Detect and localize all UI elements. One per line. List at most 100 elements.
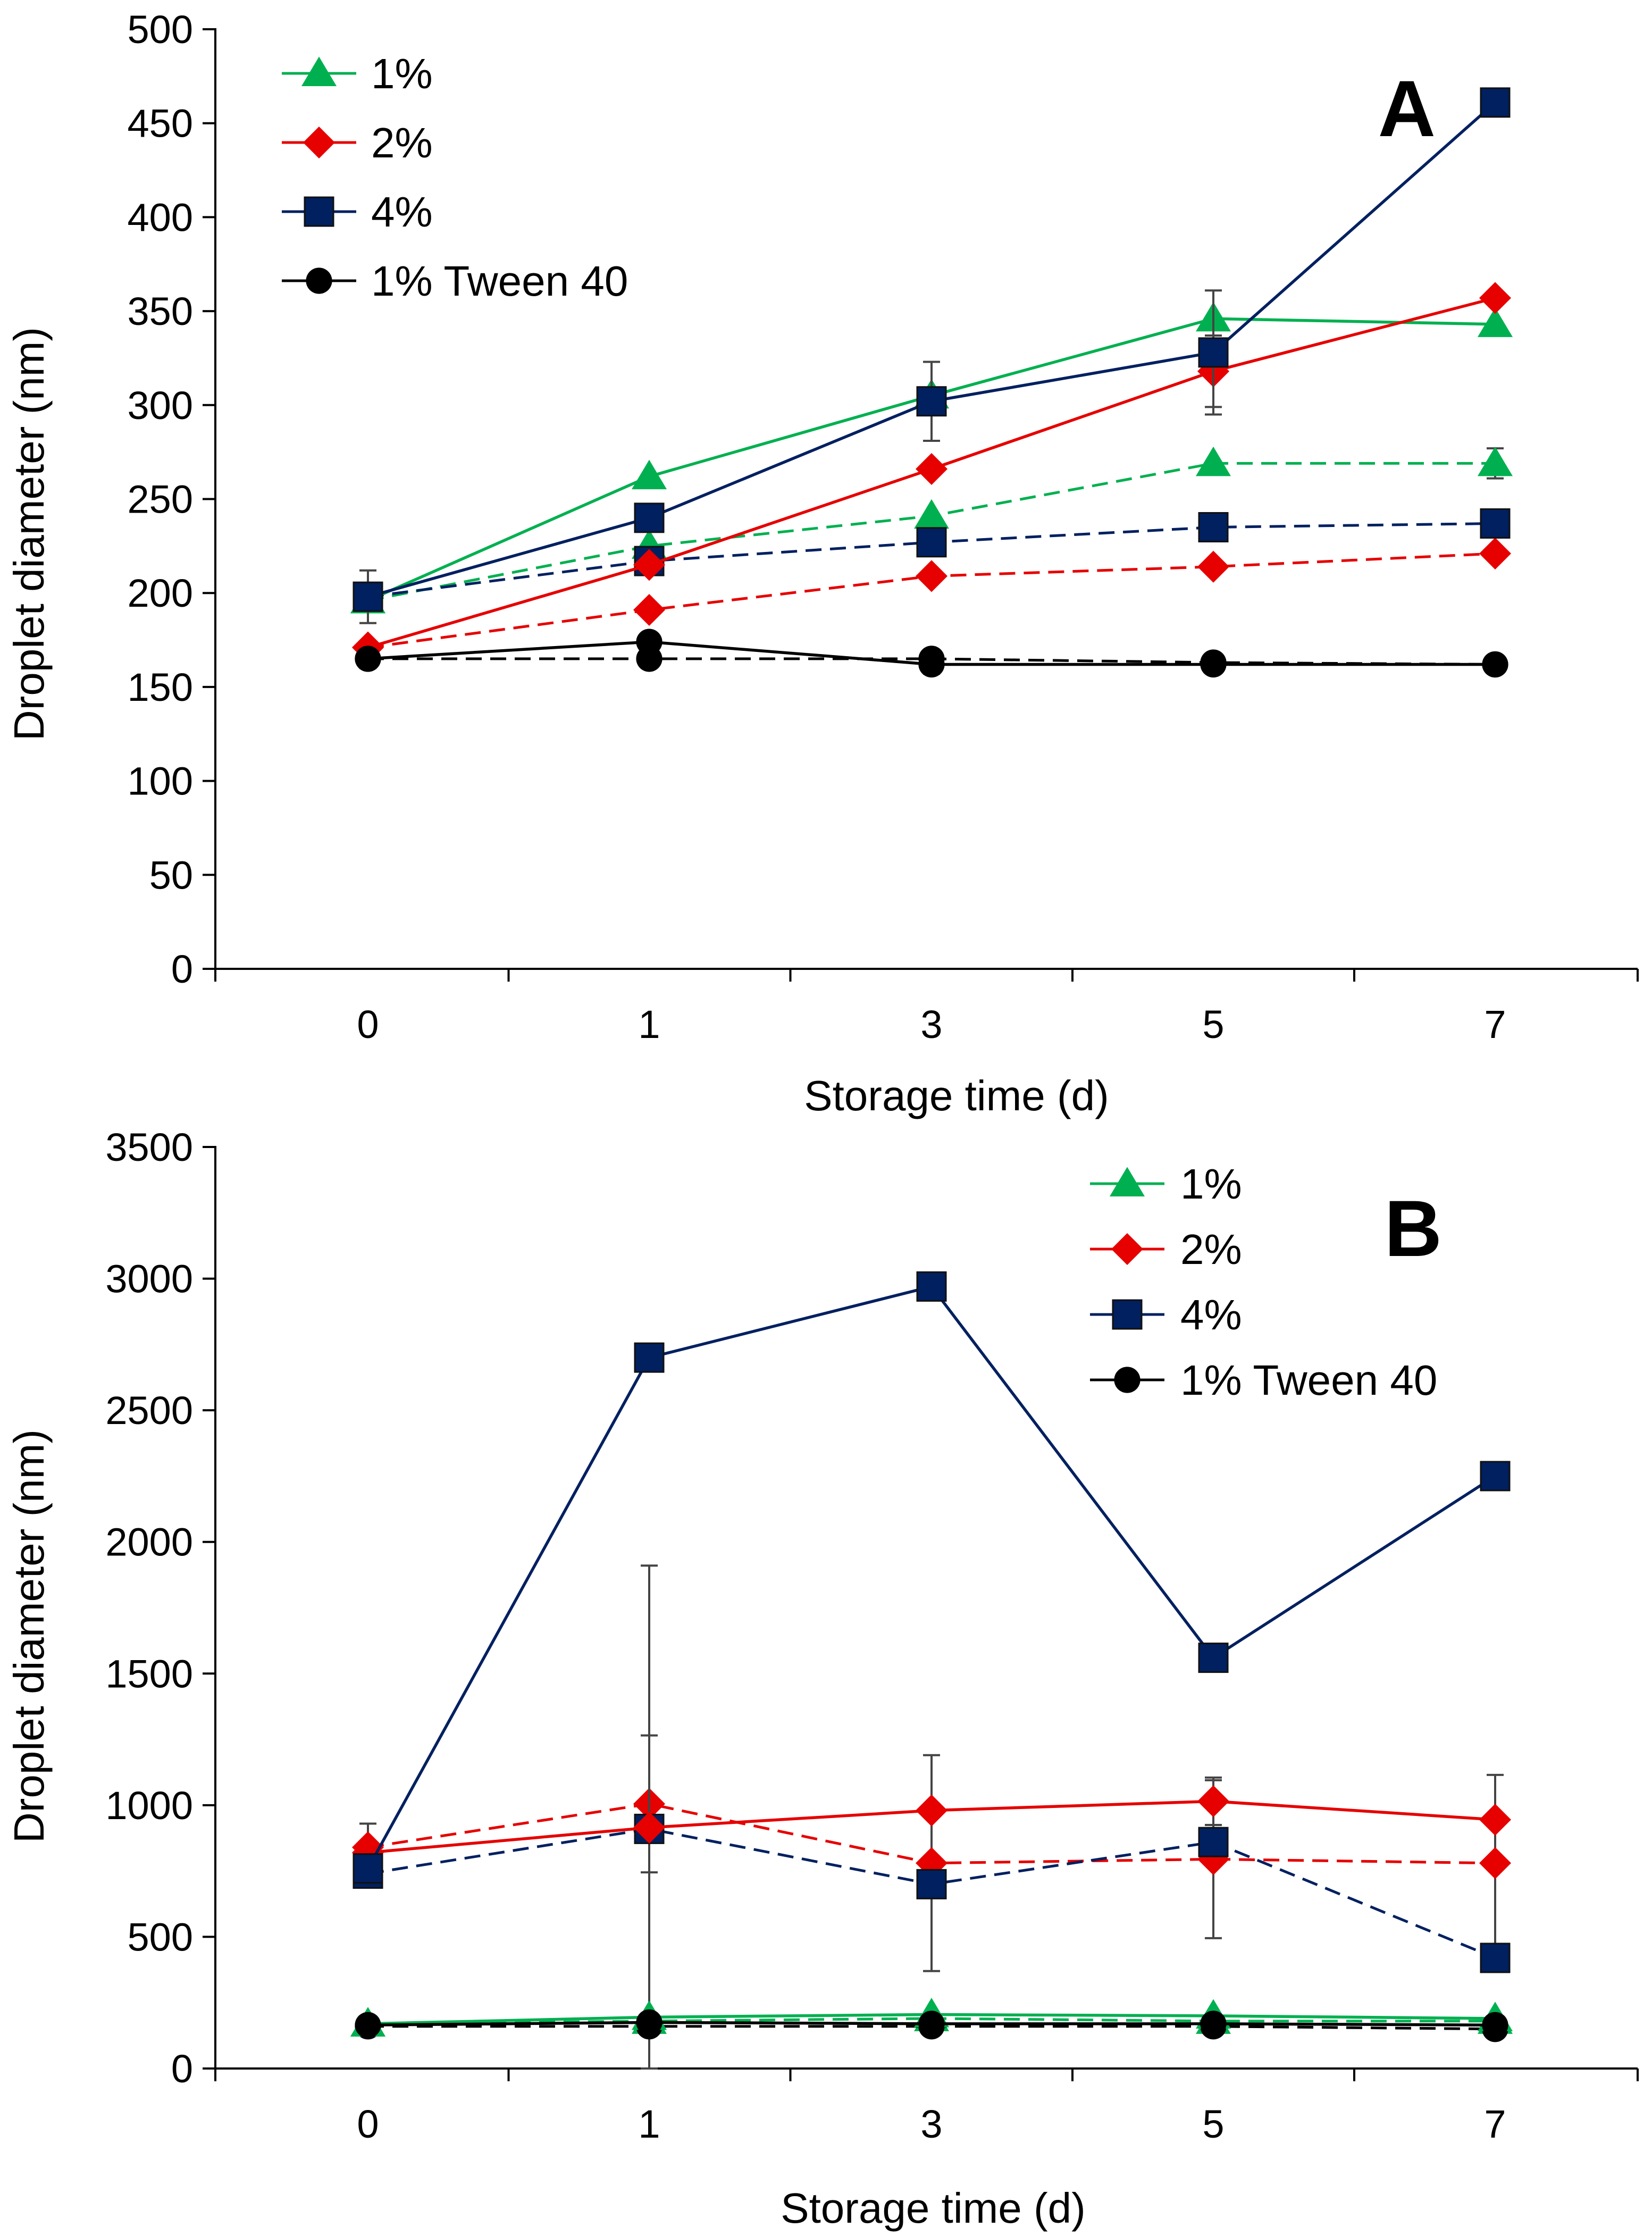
data-point-2pct: [916, 453, 947, 485]
data-point-2pct: [916, 1794, 947, 1827]
y-tick-label: 0: [171, 2047, 193, 2091]
x-tick-label: 5: [1202, 2102, 1224, 2146]
series-1pct-tween-40: [355, 629, 1508, 678]
data-point-1pct-tween-40: [1200, 651, 1227, 678]
y-tick-label: 0: [171, 947, 193, 991]
legend-marker: [1114, 1367, 1141, 1393]
legend-marker: [1111, 1233, 1143, 1265]
y-tick-label: 2000: [105, 1520, 193, 1564]
data-point-1pct: [1478, 307, 1513, 337]
legend-marker: [301, 56, 337, 86]
legend-item: 1%: [282, 50, 433, 97]
series-2pct: [352, 282, 1511, 664]
panel-label-b: B: [1385, 1184, 1442, 1273]
data-point-4pct: [916, 386, 947, 417]
y-tick-label: 3500: [105, 1125, 193, 1169]
plot-area-a: 0 50 100 150 200 250 300 350 400 450 500 0 1 3 5 7 1% 2% 4…: [128, 7, 1639, 1046]
x-tick-label: 3: [920, 2102, 942, 2146]
data-point-1pct-tween-40: [355, 2012, 381, 2038]
data-point-1pct-tween-40: [918, 2011, 945, 2037]
series-2pct-dashed: [352, 1734, 1511, 1972]
y-axis-title-a: Droplet diameter (nm): [5, 327, 53, 741]
legend-item: 1% Tween 40: [1090, 1356, 1437, 1404]
data-point-4pct-dashed: [916, 527, 947, 558]
x-axis-title-a: Storage time (d): [804, 1072, 1109, 1119]
legend-b: 1% 2% 4% 1% Tween 40: [1090, 1160, 1437, 1404]
y-tick-label: 1000: [105, 1783, 193, 1828]
legend-marker: [1110, 1167, 1145, 1196]
data-point-1pct-tween-40: [1482, 651, 1508, 678]
y-tick-label: 350: [128, 289, 193, 333]
data-point-2pct-dashed: [1197, 550, 1229, 583]
chart-panel-a: 0 50 100 150 200 250 300 350 400 450 500 0 1 3 5 7 1% 2% 4…: [5, 7, 1639, 1119]
x-tick-label: 0: [357, 2102, 379, 2146]
data-point-4pct-dashed: [1480, 1942, 1511, 1973]
y-tick-label: 200: [128, 571, 193, 615]
y-tick-label: 3000: [105, 1257, 193, 1301]
data-point-1pct-tween-40: [1482, 2012, 1508, 2038]
legend-item: 2%: [1090, 1226, 1242, 1273]
legend-a: 1% 2% 4% 1% Tween 40: [282, 50, 628, 305]
y-tick-label: 400: [128, 195, 193, 239]
x-tick-label: 1: [638, 2102, 660, 2146]
series-4pct: [353, 87, 1511, 624]
data-point-2pct: [633, 549, 665, 581]
y-tick-label: 1500: [105, 1652, 193, 1696]
data-point-1pct-dashed: [914, 499, 949, 529]
y-tick-label: 250: [128, 478, 193, 522]
data-point-1pct-tween-40: [355, 646, 381, 672]
data-point-4pct: [1198, 337, 1229, 368]
legend-label: 1% Tween 40: [1180, 1356, 1437, 1404]
data-point-1pct-tween-40: [636, 629, 663, 655]
data-point-4pct: [1480, 87, 1511, 118]
data-point-4pct-dashed: [1198, 512, 1229, 543]
y-tick-label: 2500: [105, 1388, 193, 1433]
data-point-1pct: [632, 459, 667, 490]
panel-label-a: A: [1378, 64, 1436, 153]
series-4pct: [353, 1271, 1511, 1884]
data-point-4pct-dashed: [916, 1869, 947, 1899]
data-point-1pct-tween-40: [1200, 2011, 1227, 2037]
legend-label: 4%: [1180, 1291, 1242, 1338]
x-tick-label: 3: [920, 1002, 942, 1046]
data-point-1pct-dashed: [1196, 446, 1231, 476]
y-tick-label: 450: [128, 102, 193, 146]
data-point-1pct-dashed: [1478, 446, 1513, 476]
data-point-4pct-dashed: [1198, 1827, 1229, 1857]
data-point-2pct: [633, 1811, 665, 1844]
data-point-4pct: [353, 1853, 383, 1884]
legend-label: 2%: [1180, 1226, 1242, 1273]
data-point-2pct-dashed: [1479, 537, 1511, 570]
y-tick-label: 500: [128, 7, 193, 52]
data-point-1pct-tween-40: [636, 2009, 663, 2036]
legend-label: 4%: [371, 188, 433, 236]
x-tick-label: 1: [638, 1002, 660, 1046]
data-point-2pct-dashed: [1479, 1847, 1511, 1879]
y-tick-label: 500: [128, 1915, 193, 1959]
x-tick-label: 7: [1484, 1002, 1506, 1046]
legend-item: 1%: [1090, 1160, 1242, 1208]
series-1pct-tween-40: [355, 2009, 1508, 2038]
data-point-4pct: [634, 1342, 665, 1373]
data-point-2pct-dashed: [633, 594, 665, 626]
legend-label: 1%: [371, 50, 433, 97]
y-axis-title-b: Droplet diameter (nm): [5, 1429, 53, 1843]
x-tick-label: 0: [357, 1002, 379, 1046]
data-point-4pct: [916, 1271, 947, 1302]
legend-marker: [306, 267, 332, 294]
y-tick-label: 300: [128, 383, 193, 428]
data-point-4pct-dashed: [1480, 508, 1511, 539]
legend-label: 1%: [1180, 1160, 1242, 1208]
legend-marker: [304, 196, 334, 227]
x-tick-label: 5: [1202, 1002, 1224, 1046]
legend-item: 2%: [282, 119, 433, 166]
data-point-2pct: [1479, 282, 1511, 314]
data-point-4pct: [634, 503, 665, 533]
data-point-2pct: [1197, 1785, 1229, 1818]
x-axis-title-b: Storage time (d): [781, 2184, 1086, 2232]
data-point-2pct: [1479, 1804, 1511, 1836]
y-tick-label: 100: [128, 759, 193, 803]
